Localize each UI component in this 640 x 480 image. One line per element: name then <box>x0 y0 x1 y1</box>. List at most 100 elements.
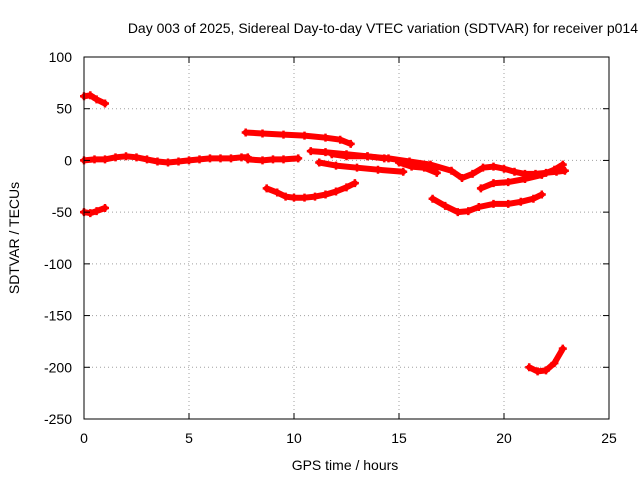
data-point <box>206 154 214 163</box>
data-point <box>185 156 193 165</box>
data-point <box>479 163 487 172</box>
x-axis-label: GPS time / hours <box>292 457 399 473</box>
data-point <box>380 154 389 163</box>
series-track-6 <box>263 180 358 201</box>
data-point <box>243 155 252 164</box>
y-tick-label: 0 <box>64 152 72 168</box>
data-point <box>453 208 462 217</box>
data-point <box>321 133 330 142</box>
data-point <box>86 91 95 100</box>
data-point <box>143 155 151 164</box>
data-point <box>428 194 437 203</box>
data-point <box>174 157 183 166</box>
y-tick-label: -100 <box>44 256 72 272</box>
data-point <box>332 161 340 170</box>
data-point <box>101 99 109 108</box>
data-point <box>281 192 290 201</box>
y-axis-label: SDTVAR / TECUs <box>6 182 22 294</box>
data-point <box>447 166 456 175</box>
series-track-9 <box>328 151 388 162</box>
y-tick-label: 100 <box>49 49 73 65</box>
data-point <box>153 157 162 166</box>
data-point <box>294 154 303 163</box>
data-point <box>92 207 101 216</box>
data-point <box>533 367 542 376</box>
data-point <box>279 130 288 139</box>
data-point <box>516 197 525 206</box>
data-point <box>500 164 508 173</box>
series-track-10 <box>396 159 440 176</box>
data-point <box>311 192 319 201</box>
data-point <box>537 190 546 199</box>
data-point <box>92 95 101 104</box>
data-point <box>262 184 271 193</box>
x-tick-label: 10 <box>286 430 302 446</box>
chart-title: Day 003 of 2025, Sidereal Day-to-day VTE… <box>128 20 638 36</box>
data-point <box>315 158 324 167</box>
data-point <box>550 165 559 174</box>
data-point <box>521 175 529 184</box>
data-point <box>464 207 473 216</box>
x-tick-label: 25 <box>601 430 617 446</box>
data-point <box>195 155 204 164</box>
data-point <box>504 178 513 187</box>
plot-frame <box>83 56 610 420</box>
data-point <box>86 209 95 218</box>
data-point <box>407 162 416 171</box>
data-point <box>111 153 120 162</box>
x-tick-labels: 0 5 10 15 20 25 <box>80 430 617 446</box>
data-point <box>399 167 408 176</box>
data-point <box>542 366 550 375</box>
data-point <box>476 184 485 193</box>
x-tick-label: 15 <box>391 430 407 446</box>
data-point <box>321 148 330 157</box>
data-point <box>441 201 450 210</box>
axis-ticks <box>83 56 610 420</box>
data-point <box>432 168 441 177</box>
data-point <box>374 165 382 174</box>
data-point <box>558 160 567 169</box>
x-tick-label: 5 <box>185 430 193 446</box>
data-point <box>474 202 483 211</box>
data-point <box>164 158 172 167</box>
data-point <box>346 139 355 148</box>
data-point <box>258 129 267 138</box>
data-point <box>306 147 315 156</box>
data-point <box>420 163 429 172</box>
data-point <box>537 170 546 179</box>
data-point <box>90 155 99 164</box>
data-point <box>290 193 298 202</box>
data-point <box>529 194 538 203</box>
data-point <box>273 188 282 197</box>
data-point <box>558 344 567 353</box>
data-point <box>227 154 235 163</box>
series-track-8 <box>316 159 407 175</box>
series-track-11 <box>429 191 545 216</box>
data-point <box>300 193 309 202</box>
data-point <box>353 163 361 172</box>
data-point <box>363 152 372 161</box>
y-tick-labels: -250 -200 -150 -100 -50 0 50 100 <box>44 49 72 427</box>
data-point <box>216 154 225 163</box>
data-point <box>458 174 466 183</box>
data-point <box>241 128 250 137</box>
data-point <box>258 156 267 165</box>
data-point <box>489 199 498 208</box>
y-tick-label: -150 <box>44 308 72 324</box>
data-point <box>468 169 477 178</box>
data-point <box>122 152 130 161</box>
y-tick-label: 50 <box>56 101 72 117</box>
data-point <box>101 204 109 213</box>
data-point <box>342 152 351 161</box>
y-tick-label: -50 <box>52 204 72 220</box>
y-tick-label: -250 <box>44 411 72 427</box>
data-point <box>132 153 141 162</box>
data-point <box>395 158 403 167</box>
data-point <box>336 135 345 144</box>
data-point <box>342 183 351 192</box>
data-point <box>489 179 498 188</box>
data-point <box>300 131 309 140</box>
data-point <box>279 155 288 164</box>
x-tick-label: 20 <box>496 430 512 446</box>
